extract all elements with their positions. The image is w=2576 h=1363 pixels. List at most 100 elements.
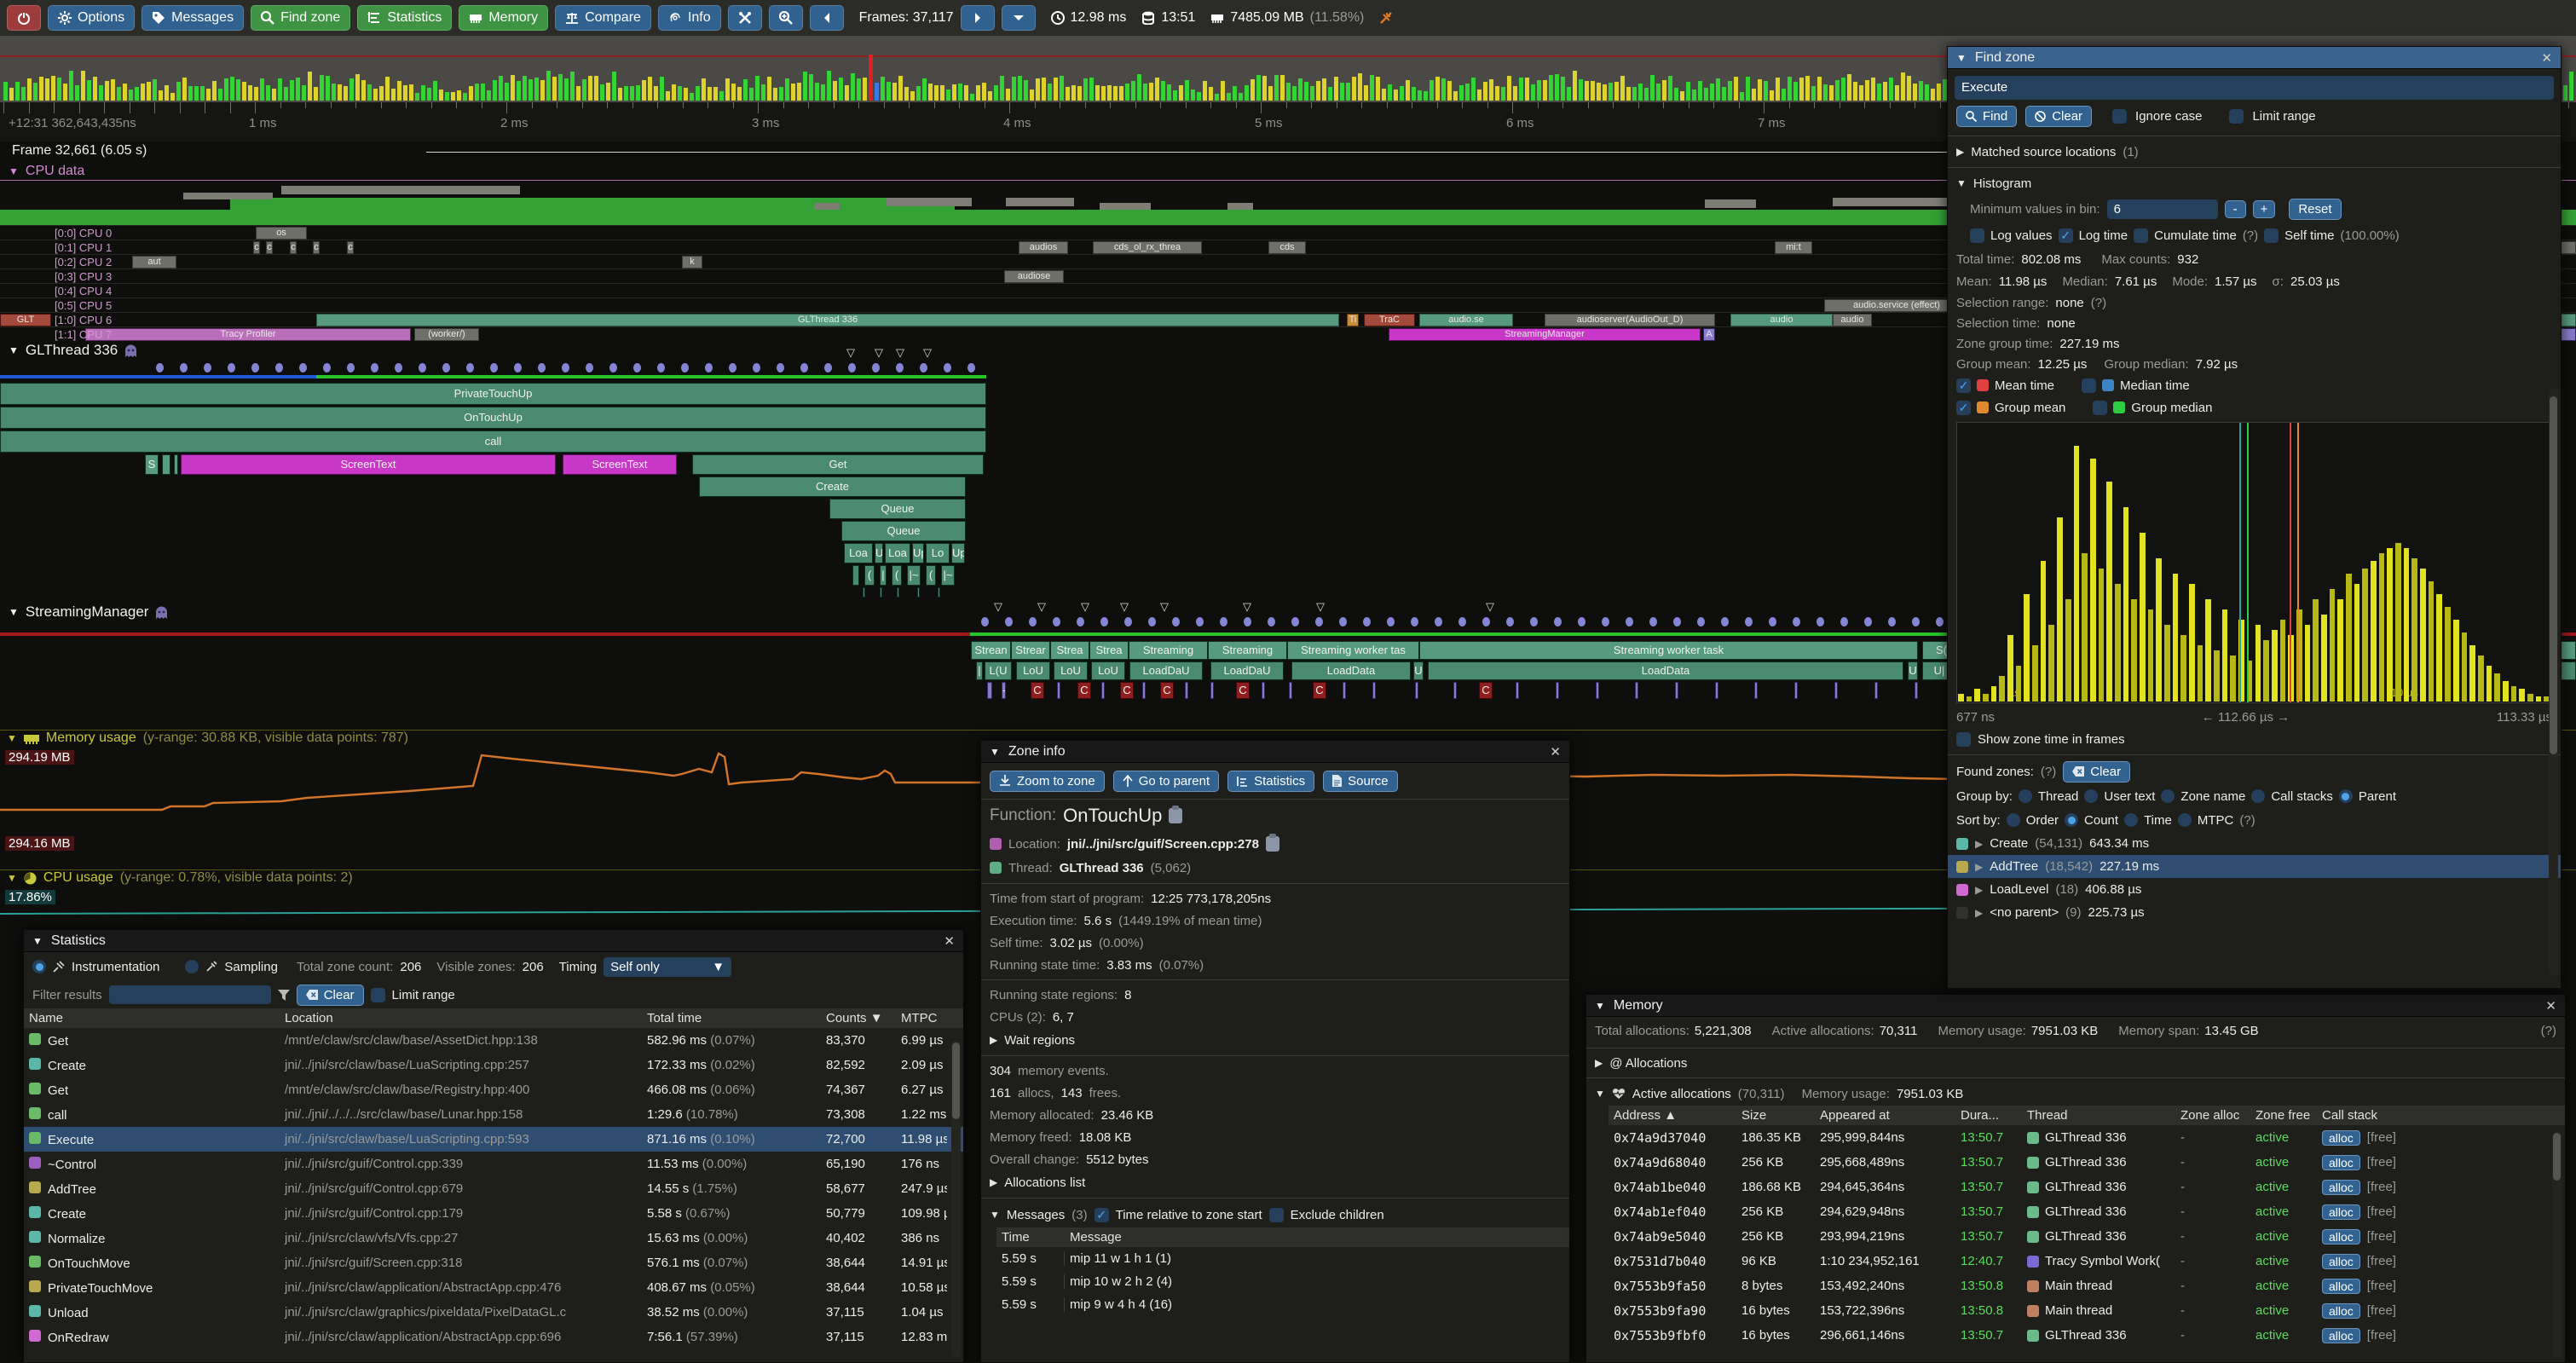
frame-bar[interactable] (1412, 87, 1416, 101)
frame-bar[interactable] (81, 71, 85, 101)
timeline-zone[interactable] (1516, 682, 1519, 699)
frame-bar[interactable] (528, 79, 533, 101)
histogram-bar[interactable] (2502, 681, 2509, 702)
statistics-row[interactable]: OnTouchMove jni/../jni/src/guif/Screen.cp… (24, 1250, 963, 1275)
frame-bar[interactable] (200, 86, 205, 101)
frame-bar[interactable] (642, 80, 646, 101)
frame-bar[interactable] (552, 77, 557, 101)
timeline-zone[interactable] (1794, 682, 1798, 699)
histogram-bar[interactable] (2445, 607, 2451, 702)
timeline-zone[interactable] (1715, 682, 1718, 699)
message-row[interactable]: 5.59 s mip 9 w 4 h 4 (16) (996, 1293, 1569, 1316)
zone-source-button[interactable]: Source (1323, 770, 1398, 792)
frame-bar[interactable] (27, 78, 32, 101)
message-dot[interactable] (1291, 617, 1299, 627)
column-header-thread[interactable]: Thread (2027, 1108, 2068, 1123)
found-zone-group-row[interactable]: ▶ Create (54,131) 643.34 ms (1948, 832, 2561, 855)
histogram-bar[interactable] (2015, 666, 2022, 702)
time-relative-checkbox[interactable]: ✓ (1094, 1207, 1109, 1222)
frame-bar[interactable] (845, 85, 849, 101)
frame-bar[interactable] (767, 77, 771, 101)
frame-bar[interactable] (1322, 78, 1326, 101)
histogram-bar[interactable] (2535, 696, 2542, 702)
frame-bar[interactable] (1077, 86, 1082, 101)
message-dot[interactable] (1816, 617, 1824, 627)
frame-bar[interactable] (1632, 87, 1637, 101)
frame-bar[interactable] (1024, 80, 1028, 101)
statistics-row[interactable]: Unload jni/../jni/src/claw/graphics/pixel… (24, 1300, 963, 1325)
message-dot[interactable] (347, 363, 355, 373)
alloc-callstack-button[interactable]: alloc (2322, 1154, 2360, 1170)
frame-bar[interactable] (1161, 81, 1165, 101)
timeline-zone[interactable]: C (1120, 682, 1134, 699)
cpu-zone[interactable]: os (256, 227, 307, 240)
message-dot[interactable] (1649, 617, 1657, 627)
frame-bar[interactable] (737, 87, 742, 101)
timeline-zone[interactable]: LoadDaU (1210, 661, 1284, 680)
toolbar-button-tools[interactable] (727, 5, 762, 31)
timeline-zone[interactable]: U (875, 543, 883, 563)
statistics-row[interactable]: ~Control jni/../jni/src/guif/Control.cpp:… (24, 1152, 963, 1176)
histogram-bar[interactable] (2156, 558, 2162, 702)
frame-bar[interactable] (433, 81, 437, 101)
message-dot[interactable] (1077, 617, 1084, 627)
frame-bar[interactable] (1221, 81, 1225, 101)
message-dot[interactable] (586, 363, 593, 373)
timeline-zone[interactable] (1415, 682, 1418, 699)
frame-bar[interactable] (1638, 84, 1643, 101)
frame-bar[interactable] (320, 75, 324, 101)
frame-bar[interactable] (1668, 76, 1672, 101)
frame-bar[interactable] (1770, 90, 1774, 101)
frame-bar[interactable] (1006, 89, 1010, 101)
toolbar-button-power[interactable] (7, 5, 41, 31)
histogram-bar[interactable] (2172, 574, 2179, 702)
radio-group-help[interactable]: (?) (2239, 812, 2255, 828)
min-bin-input[interactable]: 6 (2106, 199, 2218, 219)
histogram-bar[interactable] (2271, 630, 2278, 702)
message-dot[interactable] (1339, 617, 1347, 627)
log-time-checkbox[interactable]: ✓ (2058, 228, 2073, 243)
frame-bar[interactable] (1853, 82, 1857, 101)
histogram-bar[interactable] (2040, 561, 2047, 702)
timeline-zone[interactable]: Loa (885, 543, 910, 563)
allocation-row[interactable]: 0x7553b9fa50 8 bytes 153,492,240ns 13:50.8 M… (1609, 1273, 2565, 1298)
message-dot[interactable] (872, 363, 880, 373)
frame-bar[interactable] (9, 88, 14, 101)
cpu-zone[interactable]: cds (1268, 241, 1306, 254)
find-zone-titlebar[interactable]: ▼ Find zone ✕ (1948, 47, 2561, 69)
allocation-row[interactable]: 0x74a9d68040 256 KB 295,668,489ns 13:50.7 GL… (1609, 1150, 2565, 1175)
alloc-callstack-button[interactable]: alloc (2322, 1302, 2360, 1319)
histogram-bar[interactable] (2527, 694, 2533, 702)
timeline-zone[interactable]: C (1160, 682, 1174, 699)
legend-checkbox-mean-time[interactable]: ✓ (1956, 378, 1971, 393)
frame-bar[interactable] (349, 78, 354, 101)
histogram-bar[interactable] (2436, 594, 2443, 702)
frame-bar[interactable] (731, 84, 736, 101)
frame-bar[interactable] (612, 72, 616, 101)
histogram-bar[interactable] (2238, 620, 2244, 702)
frame-bar[interactable] (1805, 76, 1810, 101)
zone-time-histogram[interactable]: 1 µs 10 µs (1956, 422, 2552, 703)
frame-bar[interactable] (1000, 76, 1004, 101)
timeline-zone[interactable]: LoU (1016, 661, 1050, 680)
frame-bar[interactable] (99, 85, 103, 101)
frame-bar[interactable] (499, 76, 503, 101)
timeline-zone[interactable]: ( (926, 565, 936, 586)
timeline-zone[interactable] (1675, 682, 1678, 699)
timeline-zone[interactable] (1101, 682, 1105, 699)
histogram-bar[interactable] (2452, 620, 2459, 702)
message-dot[interactable] (299, 363, 307, 373)
frame-bar[interactable] (1620, 76, 1625, 101)
timeline-zone[interactable]: Strea (1089, 641, 1129, 660)
found-zone-group-row[interactable]: ▶ <no parent> (9) 225.73 µs (1948, 901, 2561, 924)
frame-bar[interactable] (427, 88, 431, 101)
timeline-zone[interactable] (1635, 682, 1638, 699)
frame-bar[interactable] (833, 81, 837, 101)
histogram-bar[interactable] (2230, 656, 2237, 702)
frame-bar[interactable] (1310, 86, 1314, 101)
histogram-bar[interactable] (2246, 661, 2253, 702)
memory-titlebar[interactable]: ▼ Memory ✕ (1586, 995, 2565, 1017)
frame-bar[interactable] (153, 79, 157, 101)
frame-bar[interactable] (421, 85, 425, 101)
frame-bar[interactable] (1579, 79, 1583, 101)
